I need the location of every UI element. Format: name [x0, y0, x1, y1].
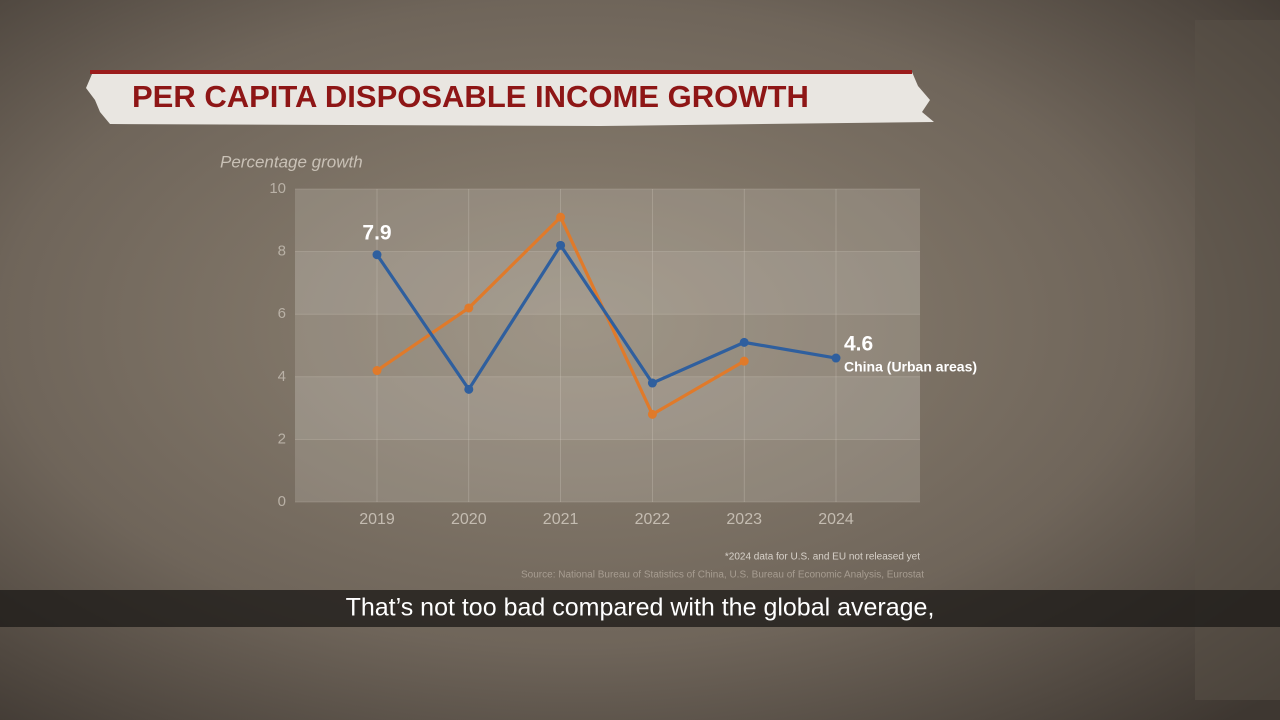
- caption-bar: [0, 590, 1280, 627]
- caption: That’s not too bad compared with the glo…: [346, 594, 935, 622]
- series-label: China (Urban areas): [844, 359, 977, 375]
- plot-area: 0 2 4 6 8 10 2019 2020 2021 2022 2023 2024 7.9 4.6 Chi…: [269, 180, 977, 528]
- series-point: [464, 303, 474, 313]
- grid-band: [295, 251, 920, 315]
- x-tick-label: 2022: [635, 511, 671, 528]
- series-point: [372, 250, 382, 260]
- y-tick-label: 4: [278, 368, 286, 385]
- paper-edge: [1195, 20, 1280, 700]
- series-point: [831, 353, 841, 363]
- value-label: 7.9: [362, 221, 391, 244]
- x-tick-label: 2019: [359, 511, 395, 528]
- grid-band: [295, 376, 920, 440]
- y-tick-label: 2: [278, 430, 286, 447]
- plot-background: [295, 189, 920, 502]
- series-point: [464, 384, 474, 394]
- y-tick-label: 0: [278, 493, 286, 510]
- y-tick-label: 10: [269, 180, 286, 197]
- series-point: [372, 366, 382, 376]
- x-tick-label: 2023: [726, 511, 762, 528]
- series-point: [739, 356, 749, 366]
- series-point: [556, 240, 566, 250]
- title-banner: [86, 72, 934, 126]
- value-label: 4.6: [844, 333, 873, 356]
- series-point: [647, 378, 657, 388]
- x-tick-label: 2024: [818, 511, 854, 528]
- y-tick-label: 8: [278, 243, 286, 260]
- series-point: [556, 212, 566, 222]
- series-point: [739, 337, 749, 347]
- x-tick-label: 2020: [451, 511, 487, 528]
- y-axis-label: Percentage growth: [220, 152, 363, 171]
- chart-title: PER CAPITA DISPOSABLE INCOME GROWTH: [132, 79, 809, 114]
- series-line: [375, 243, 837, 391]
- y-tick-label: 6: [278, 305, 286, 322]
- x-tick-label: 2021: [543, 511, 579, 528]
- series-point: [647, 409, 657, 419]
- footnote: *2024 data for U.S. and EU not released …: [725, 552, 920, 563]
- source: Source: National Bureau of Statistics of…: [521, 570, 924, 581]
